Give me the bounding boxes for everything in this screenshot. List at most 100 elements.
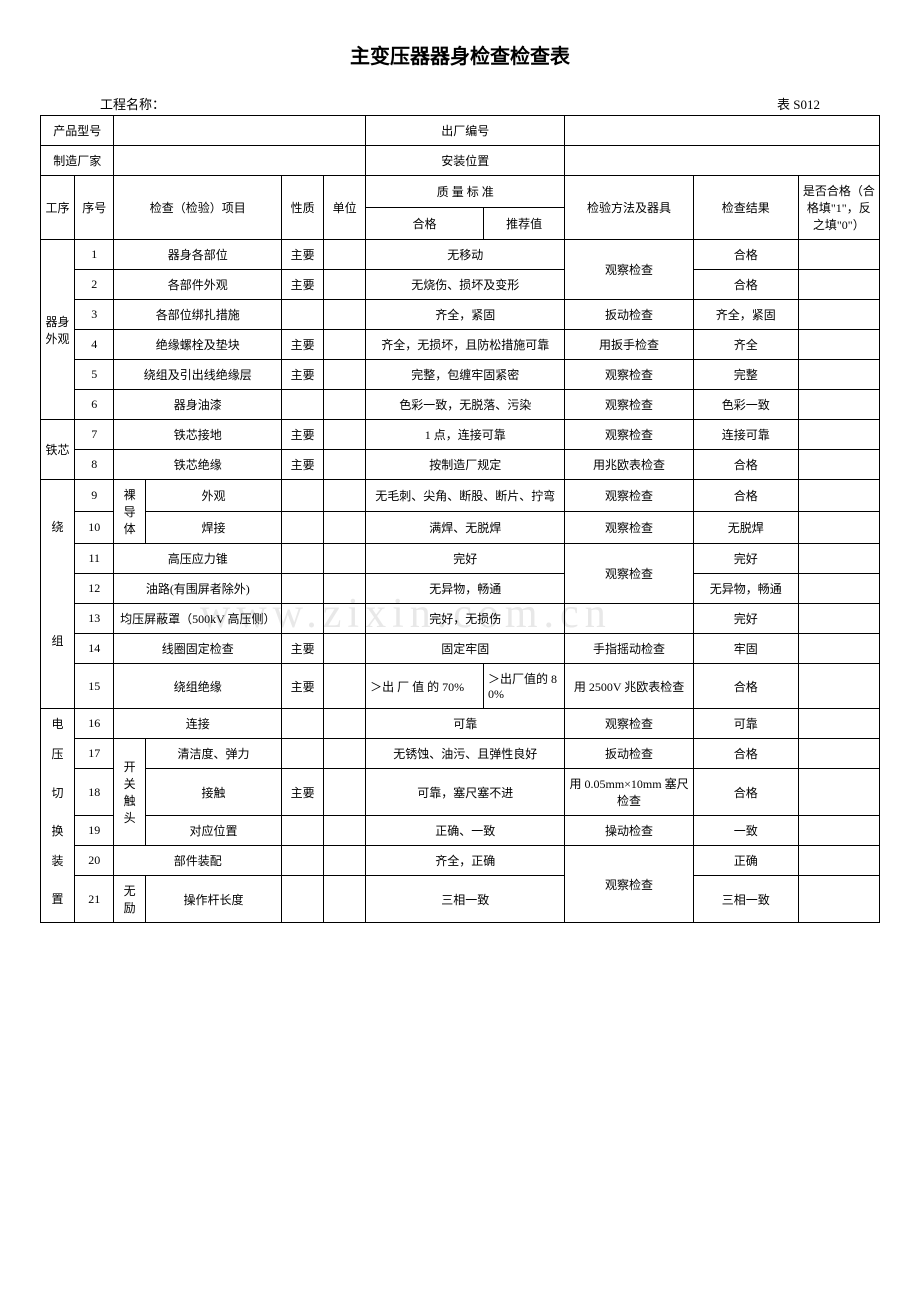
cell-sf [798, 512, 879, 544]
cell-seq: 4 [75, 330, 114, 360]
cell-seq: 17 [75, 739, 114, 769]
cell-dw [324, 450, 366, 480]
cell-item: 各部位绑扎措施 [114, 300, 282, 330]
cell-jg: 合格 [693, 480, 798, 512]
cell-ff: 扳动检查 [565, 739, 693, 769]
cell-seq: 11 [75, 544, 114, 574]
cell-ff: 用 0.05mm×10mm 塞尺检查 [565, 769, 693, 816]
cell-sf [798, 846, 879, 876]
cell-item: 器身各部位 [114, 240, 282, 270]
group-winding-b: 组 [41, 574, 75, 709]
cell-xz [282, 512, 324, 544]
table-row: 铁芯 7 铁芯接地 主要 1 点，连接可靠 观察检查 连接可靠 [41, 420, 880, 450]
cell-seq: 16 [75, 709, 114, 739]
table-row: 切 18 接触 主要 可靠，塞尺塞不进 用 0.05mm×10mm 塞尺检查 合… [41, 769, 880, 816]
cell-item: 绕组绝缘 [114, 664, 282, 709]
cell-item: 对应位置 [145, 816, 281, 846]
cell-sf [798, 270, 879, 300]
cell-xz [282, 846, 324, 876]
cell-dw [324, 544, 366, 574]
cell-xz [282, 390, 324, 420]
cell-xz: 主要 [282, 330, 324, 360]
cell-xz: 主要 [282, 360, 324, 390]
cell-item: 均压屏蔽罩（500kV 高压侧） [114, 604, 282, 634]
install-pos-value [565, 146, 880, 176]
cell-dw [324, 664, 366, 709]
cell-jg: 完好 [693, 604, 798, 634]
manufacturer-label: 制造厂家 [41, 146, 114, 176]
sub-noexcite: 无励 [114, 876, 145, 923]
cell-xz [282, 739, 324, 769]
table-number: 表 S012 [777, 94, 820, 113]
cell-std: 无锈蚀、油污、且弹性良好 [366, 739, 565, 769]
cell-seq: 18 [75, 769, 114, 816]
info-row-1: 产品型号 出厂编号 [41, 116, 880, 146]
table-row: 13 均压屏蔽罩（500kV 高压侧） 完好，无损伤 完好 [41, 604, 880, 634]
thead-row-1: 工序 序号 检查（检验）项目 性质 单位 质 量 标 准 检验方法及器具 检查结… [41, 176, 880, 208]
cell-item: 接触 [145, 769, 281, 816]
cell-xz [282, 544, 324, 574]
cell-dw [324, 480, 366, 512]
cell-seq: 19 [75, 816, 114, 846]
product-model-value [114, 116, 366, 146]
sub-conductor: 裸导体 [114, 480, 145, 544]
th-recommended: 推荐值 [484, 208, 565, 240]
cell-seq: 2 [75, 270, 114, 300]
cell-std: 1 点，连接可靠 [366, 420, 565, 450]
cell-jg: 无异物，畅通 [693, 574, 798, 604]
cell-sf [798, 420, 879, 450]
cell-ff: 操动检查 [565, 816, 693, 846]
cell-std: 满焊、无脱焊 [366, 512, 565, 544]
cell-std: 无异物，畅通 [366, 574, 565, 604]
group-body-appearance: 器身外观 [41, 240, 75, 420]
cell-jg: 正确 [693, 846, 798, 876]
cell-std: 按制造厂规定 [366, 450, 565, 480]
cell-dw [324, 846, 366, 876]
cell-jg: 完整 [693, 360, 798, 390]
th-process: 工序 [41, 176, 75, 240]
cell-xz: 主要 [282, 240, 324, 270]
group-switch-b: 压 [41, 739, 75, 769]
cell-ff: 观察检查 [565, 480, 693, 512]
cell-jg: 三相一致 [693, 876, 798, 923]
cell-sf [798, 390, 879, 420]
cell-dw [324, 876, 366, 923]
cell-std-a: ＞出 厂 值 的 70% [366, 664, 484, 709]
cell-dw [324, 300, 366, 330]
cell-seq: 15 [75, 664, 114, 709]
cell-item: 外观 [145, 480, 281, 512]
th-seq: 序号 [75, 176, 114, 240]
table-row: 14 线圈固定检查 主要 固定牢固 手指摇动检查 牢固 [41, 634, 880, 664]
cell-sf [798, 739, 879, 769]
cell-dw [324, 769, 366, 816]
cell-ff: 观察检查 [565, 240, 693, 300]
cell-item: 高压应力锥 [114, 544, 282, 574]
cell-ff: 观察检查 [565, 846, 693, 923]
cell-xz: 主要 [282, 769, 324, 816]
cell-ff: 观察检查 [565, 420, 693, 450]
cell-item: 部件装配 [114, 846, 282, 876]
info-row-2: 制造厂家 安装位置 [41, 146, 880, 176]
cell-xz [282, 574, 324, 604]
cell-seq: 20 [75, 846, 114, 876]
cell-item: 器身油漆 [114, 390, 282, 420]
cell-ff: 观察检查 [565, 360, 693, 390]
factory-no-label: 出厂编号 [366, 116, 565, 146]
cell-item: 操作杆长度 [145, 876, 281, 923]
cell-sf [798, 709, 879, 739]
cell-jg: 齐全 [693, 330, 798, 360]
table-row: 5 绕组及引出线绝缘层 主要 完整，包缠牢固紧密 观察检查 完整 [41, 360, 880, 390]
cell-std: 完好，无损伤 [366, 604, 565, 634]
cell-dw [324, 574, 366, 604]
table-row: 8 铁芯绝缘 主要 按制造厂规定 用兆欧表检查 合格 [41, 450, 880, 480]
cell-sf [798, 450, 879, 480]
cell-jg: 牢固 [693, 634, 798, 664]
th-item: 检查（检验）项目 [114, 176, 282, 240]
cell-xz: 主要 [282, 270, 324, 300]
cell-jg: 可靠 [693, 709, 798, 739]
inspection-table: 产品型号 出厂编号 制造厂家 安装位置 工序 序号 检查（检验）项目 性质 单位… [40, 115, 880, 923]
cell-std: 齐全，无损坏，且防松措施可靠 [366, 330, 565, 360]
cell-dw [324, 739, 366, 769]
cell-std: 可靠，塞尺塞不进 [366, 769, 565, 816]
cell-sf [798, 574, 879, 604]
